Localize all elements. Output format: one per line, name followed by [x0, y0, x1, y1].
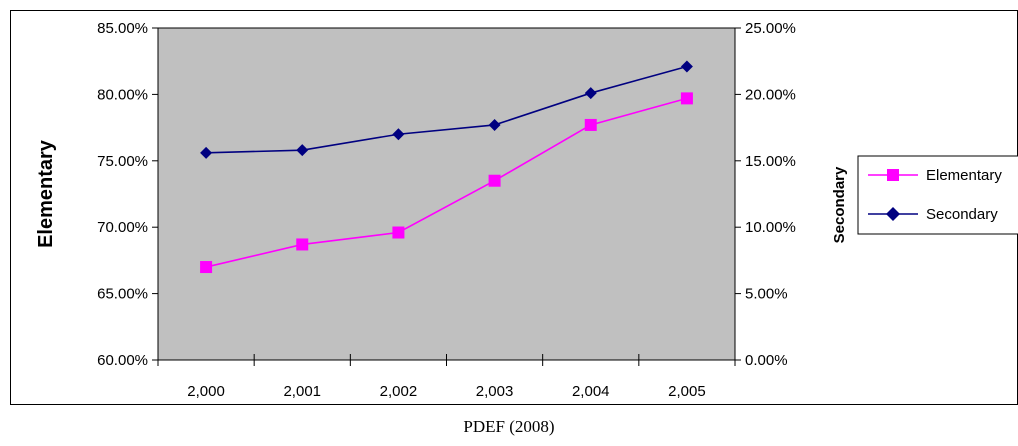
- elementary-point: [392, 226, 405, 239]
- legend-elementary-marker: [887, 169, 899, 181]
- right-y-axis: 0.00% 5.00% 10.00% 15.00% 20.00% 25.00%: [735, 20, 796, 369]
- left-tick-label: 80.00%: [97, 86, 148, 103]
- left-tick-label: 65.00%: [97, 286, 148, 303]
- x-tick-label: 2,003: [476, 383, 514, 400]
- secondary-point: [488, 118, 501, 131]
- legend-elementary-label: Elementary: [926, 167, 1002, 184]
- elementary-point: [200, 261, 213, 274]
- legend-secondary-label: Secondary: [926, 206, 998, 223]
- left-tick-label: 60.00%: [97, 352, 148, 369]
- left-axis-title: Elementary: [35, 139, 57, 248]
- elementary-point: [584, 118, 597, 131]
- left-tick-label: 85.00%: [97, 20, 148, 37]
- line-chart: 60.00% 65.00% 70.00% 75.00% 80.00% 85.00% 0.0…: [35, 20, 1018, 400]
- right-tick-label: 10.00%: [745, 219, 796, 236]
- left-tick-label: 70.00%: [97, 219, 148, 236]
- secondary-point: [680, 60, 693, 73]
- chart-caption: PDEF (2008): [463, 417, 555, 436]
- elementary-point: [680, 92, 693, 105]
- legend-box: [857, 155, 1018, 235]
- legend-secondary-marker: [886, 207, 900, 221]
- left-y-axis: 60.00% 65.00% 70.00% 75.00% 80.00% 85.00%: [97, 20, 158, 369]
- x-axis: 2,000 2,001 2,002 2,003 2,004 2,005: [157, 354, 736, 400]
- elementary-point: [296, 238, 309, 251]
- series-layer: [200, 60, 693, 274]
- right-tick-label: 5.00%: [745, 286, 788, 303]
- elementary-series-line: [205, 97, 688, 268]
- secondary-point: [200, 146, 213, 159]
- right-tick-label: 15.00%: [745, 153, 796, 170]
- elementary-point: [488, 174, 501, 187]
- x-tick-label: 2,001: [283, 383, 321, 400]
- secondary-series-line: [206, 65, 688, 154]
- legend: Elementary Secondary: [857, 155, 1018, 235]
- x-tick-label: 2,002: [380, 383, 418, 400]
- secondary-point: [584, 87, 597, 100]
- secondary-point: [296, 144, 309, 157]
- secondary-point: [392, 128, 405, 141]
- x-tick-label: 2,004: [572, 383, 610, 400]
- plot-area: [157, 27, 736, 361]
- x-tick-label: 2,005: [668, 383, 706, 400]
- right-tick-label: 20.00%: [745, 86, 796, 103]
- right-tick-label: 0.00%: [745, 352, 788, 369]
- left-tick-label: 75.00%: [97, 153, 148, 170]
- right-tick-label: 25.00%: [745, 20, 796, 37]
- right-axis-title: Secondary: [831, 166, 848, 243]
- x-tick-label: 2,000: [187, 383, 225, 400]
